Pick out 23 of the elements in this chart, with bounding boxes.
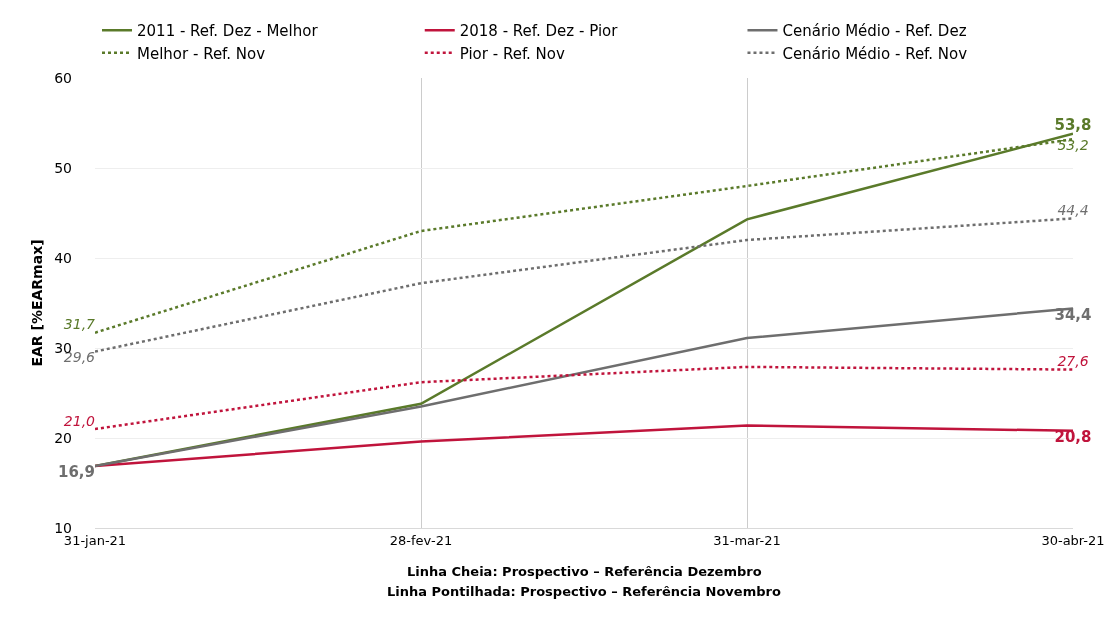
- legend-label: Pior - Ref. Nov: [459, 44, 566, 63]
- legend-label: 2018 - Ref. Dez - Pior: [459, 22, 619, 41]
- y-tick-label: 50: [54, 159, 72, 176]
- legend-label: Melhor - Ref. Nov: [137, 44, 266, 63]
- legend-label: Cenário Médio - Ref. Nov: [782, 44, 968, 63]
- data-label: 31,7: [63, 316, 96, 333]
- text: Linha Cheia: Prospectivo – Referência Dezembro: [407, 564, 762, 579]
- legend-label: 2011 - Ref. Dez - Melhor: [137, 22, 319, 41]
- y-tick-label: 60: [54, 69, 72, 86]
- data-label: 16,9: [57, 463, 95, 482]
- data-label: 44,4: [1057, 201, 1089, 218]
- x-tick-label: 30-abr-21: [1041, 532, 1105, 548]
- y-axis-title: EAR [%EARmax]: [28, 239, 45, 367]
- data-label: 21,0: [63, 412, 96, 429]
- data-label: 27,6: [1057, 353, 1089, 370]
- x-tick-label: 28-fev-21: [389, 532, 453, 548]
- y-tick-label: 20: [54, 429, 72, 446]
- y-tick-label: 40: [54, 249, 72, 266]
- text: Linha Pontilhada: Prospectivo – Referência Novembro: [387, 584, 781, 599]
- x-tick-label: 31-mar-21: [713, 532, 781, 548]
- data-label: 53,8: [1054, 116, 1092, 135]
- data-label: 53,2: [1057, 136, 1089, 153]
- legend-label: Cenário Médio - Ref. Dez: [782, 22, 967, 41]
